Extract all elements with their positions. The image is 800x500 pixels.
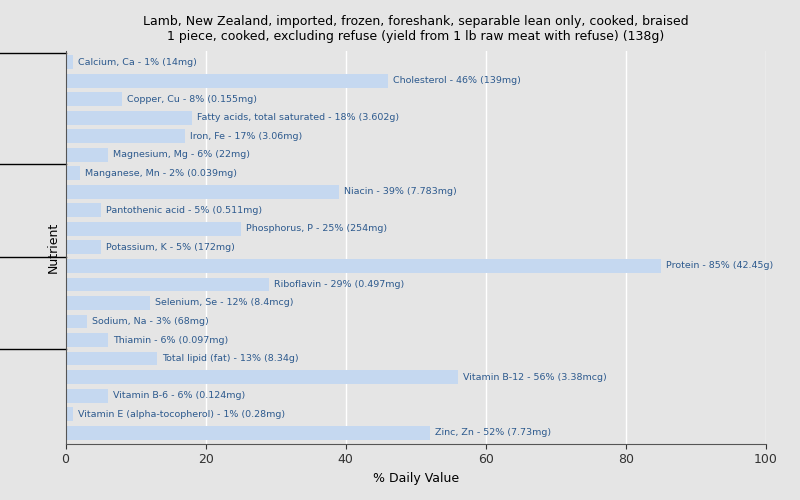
Text: Phosphorus, P - 25% (254mg): Phosphorus, P - 25% (254mg) [246, 224, 387, 234]
Bar [66, 166, 79, 180]
Bar [66, 259, 661, 273]
X-axis label: % Daily Value: % Daily Value [373, 472, 458, 485]
Text: Sodium, Na - 3% (68mg): Sodium, Na - 3% (68mg) [92, 317, 209, 326]
Text: Zinc, Zn - 52% (7.73mg): Zinc, Zn - 52% (7.73mg) [435, 428, 551, 437]
Text: Protein - 85% (42.45g): Protein - 85% (42.45g) [666, 262, 774, 270]
Bar [66, 426, 430, 440]
Bar [66, 278, 269, 291]
Bar [66, 407, 73, 421]
Bar [66, 56, 73, 69]
Text: Thiamin - 6% (0.097mg): Thiamin - 6% (0.097mg) [113, 336, 229, 344]
Text: Pantothenic acid - 5% (0.511mg): Pantothenic acid - 5% (0.511mg) [106, 206, 262, 215]
Bar [66, 222, 241, 236]
Bar [66, 296, 150, 310]
Bar [66, 92, 122, 106]
Text: Niacin - 39% (7.783mg): Niacin - 39% (7.783mg) [344, 188, 457, 196]
Text: Calcium, Ca - 1% (14mg): Calcium, Ca - 1% (14mg) [78, 58, 197, 66]
Text: Riboflavin - 29% (0.497mg): Riboflavin - 29% (0.497mg) [274, 280, 405, 289]
Text: Iron, Fe - 17% (3.06mg): Iron, Fe - 17% (3.06mg) [190, 132, 302, 141]
Bar [66, 111, 191, 124]
Bar [66, 314, 86, 328]
Text: Magnesium, Mg - 6% (22mg): Magnesium, Mg - 6% (22mg) [113, 150, 250, 160]
Text: Potassium, K - 5% (172mg): Potassium, K - 5% (172mg) [106, 243, 235, 252]
Bar [66, 204, 101, 218]
Bar [66, 352, 157, 366]
Title: Lamb, New Zealand, imported, frozen, foreshank, separable lean only, cooked, bra: Lamb, New Zealand, imported, frozen, for… [143, 15, 689, 43]
Text: Copper, Cu - 8% (0.155mg): Copper, Cu - 8% (0.155mg) [127, 95, 257, 104]
Bar [66, 130, 185, 143]
Text: Manganese, Mn - 2% (0.039mg): Manganese, Mn - 2% (0.039mg) [85, 169, 237, 178]
Text: Vitamin B-6 - 6% (0.124mg): Vitamin B-6 - 6% (0.124mg) [113, 391, 246, 400]
Text: Vitamin E (alpha-tocopherol) - 1% (0.28mg): Vitamin E (alpha-tocopherol) - 1% (0.28m… [78, 410, 286, 418]
Text: Selenium, Se - 12% (8.4mcg): Selenium, Se - 12% (8.4mcg) [155, 298, 294, 308]
Bar [66, 388, 107, 402]
Bar [66, 333, 107, 347]
Text: Total lipid (fat) - 13% (8.34g): Total lipid (fat) - 13% (8.34g) [162, 354, 299, 363]
Bar [66, 74, 388, 88]
Bar [66, 148, 107, 162]
Text: Cholesterol - 46% (139mg): Cholesterol - 46% (139mg) [394, 76, 521, 85]
Bar [66, 185, 338, 199]
Text: Fatty acids, total saturated - 18% (3.602g): Fatty acids, total saturated - 18% (3.60… [197, 114, 399, 122]
Y-axis label: Nutrient: Nutrient [47, 222, 60, 273]
Text: Vitamin B-12 - 56% (3.38mcg): Vitamin B-12 - 56% (3.38mcg) [463, 372, 607, 382]
Bar [66, 370, 458, 384]
Bar [66, 240, 101, 254]
